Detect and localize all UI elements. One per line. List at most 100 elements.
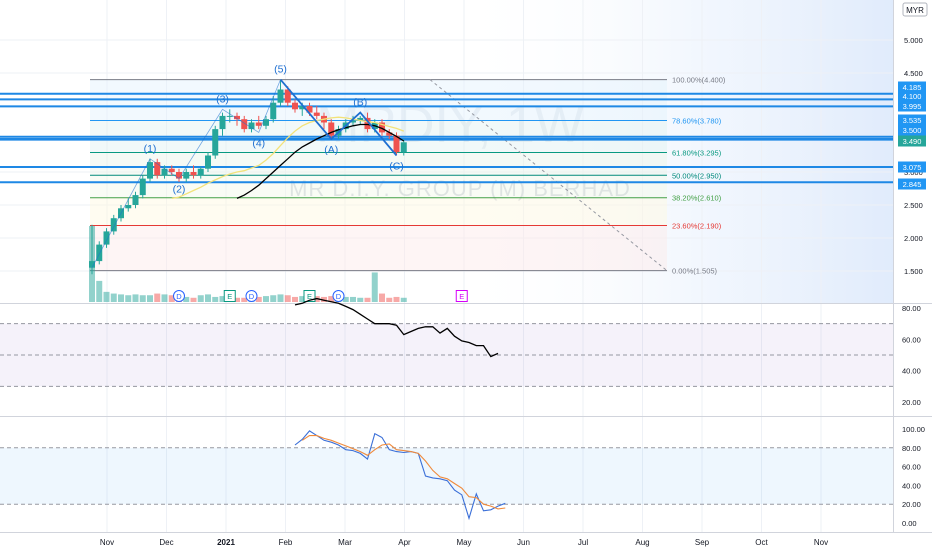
volume-bar (321, 296, 327, 302)
dividend-marker-label: D (336, 292, 342, 301)
volume-bar (190, 297, 197, 302)
candle-body (154, 162, 161, 176)
volume-bar (371, 272, 378, 302)
elliott-wave-label: (2) (173, 184, 186, 196)
candle-body (212, 129, 219, 156)
price-axis-tick: 1.500 (904, 267, 923, 276)
candle-body (132, 195, 139, 205)
candle-body (328, 122, 335, 136)
price-tag (898, 135, 926, 147)
elliott-wave-label: (3) (216, 93, 229, 105)
volume-bar (125, 295, 132, 302)
candle-body (350, 120, 356, 123)
stoch-band (0, 447, 893, 505)
candle-body (197, 168, 204, 176)
volume-bar (364, 297, 371, 302)
elliott-wave-label: (1) (144, 143, 157, 155)
fib-zone (90, 225, 667, 271)
rsi-pane (0, 297, 893, 387)
time-axis-label: Sep (695, 538, 710, 547)
fib-zone (90, 175, 667, 198)
price-tag (898, 90, 926, 102)
candle-body (183, 172, 190, 179)
time-axis-label: Apr (398, 538, 411, 547)
rsi-axis-tick: 20.00 (902, 398, 921, 407)
earnings-marker (455, 290, 468, 302)
candle-body (241, 119, 248, 130)
time-axis-label: Dec (159, 538, 173, 547)
candle-body (161, 168, 168, 176)
moving-average-layer (171, 116, 405, 200)
stoch-axis-tick: 0.00 (902, 519, 917, 528)
volume-bar (277, 294, 284, 302)
price-tag-label: 2.845 (903, 180, 922, 189)
candle-body (226, 115, 233, 117)
fib-zone (90, 197, 667, 226)
elliott-wave-label: (4) (252, 137, 265, 149)
fib-trend-line (429, 79, 668, 272)
price-tag (898, 161, 926, 173)
price-tag-label: 3.490 (903, 137, 922, 146)
fib-label: 61.80%(3.295) (672, 149, 722, 158)
time-axis-label: Jun (517, 538, 530, 547)
volume-bar (357, 297, 364, 302)
stoch-axis-tick: 40.00 (902, 481, 921, 490)
candle-body (248, 122, 255, 130)
volume-bar (284, 295, 291, 302)
price-tag (898, 124, 926, 136)
time-axis-label: Mar (338, 538, 352, 547)
volume-bar (183, 296, 190, 302)
volume-bar (328, 296, 335, 302)
volume-bar (241, 297, 248, 302)
currency-label: MYR (906, 6, 924, 15)
candle-body (190, 172, 197, 176)
volume-bar (205, 294, 211, 302)
candle-body (270, 102, 277, 120)
stoch-axis-tick: 80.00 (902, 444, 921, 453)
volume-bar (299, 296, 306, 302)
time-axis-label: Jul (578, 538, 588, 547)
fib-label: 23.60%(2.190) (672, 221, 722, 230)
candle-body (255, 122, 262, 126)
candle-body (364, 117, 371, 130)
candle-body (400, 142, 407, 153)
rsi-line (294, 297, 499, 358)
fib-label: 38.20%(2.610) (672, 194, 722, 203)
price-tag-label: 3.535 (903, 116, 922, 125)
time-axis-label: May (456, 538, 471, 547)
fib-label: 0.00%(1.505) (672, 267, 718, 276)
earnings-marker (223, 290, 236, 302)
dividend-marker (332, 290, 345, 302)
price-tag-label: 4.185 (903, 83, 922, 92)
candle-body (299, 106, 306, 110)
stochastic-pane (0, 430, 893, 521)
moving-average-fast (171, 116, 405, 200)
volume-bar (154, 293, 161, 302)
price-tag (898, 114, 926, 126)
volume-bar (147, 295, 153, 302)
volume-bar (212, 296, 219, 302)
currency-box[interactable] (902, 2, 928, 17)
volume-bar (168, 295, 175, 302)
candle-body (263, 119, 269, 126)
price-axis-tick: 2.500 (904, 201, 923, 210)
fib-label: 78.60%(3.780) (672, 117, 722, 126)
stoch-axis-tick: 20.00 (902, 500, 921, 509)
candle-body (357, 117, 364, 121)
volume-bar (118, 294, 124, 302)
candle-body (284, 89, 291, 103)
price-axis-tick: 4.500 (904, 69, 923, 78)
time-axis-label: Nov (814, 538, 828, 547)
volume-bar (263, 296, 269, 302)
volume-bar (379, 293, 385, 302)
elliott-wave-label: (5) (274, 64, 287, 76)
earnings-marker-label: E (459, 292, 464, 301)
candle-body (89, 261, 95, 268)
currency-layer: MYR (902, 2, 928, 17)
time-axis-label: Aug (635, 538, 649, 547)
moving-average-slow (236, 123, 405, 199)
dividend-marker (173, 290, 185, 302)
